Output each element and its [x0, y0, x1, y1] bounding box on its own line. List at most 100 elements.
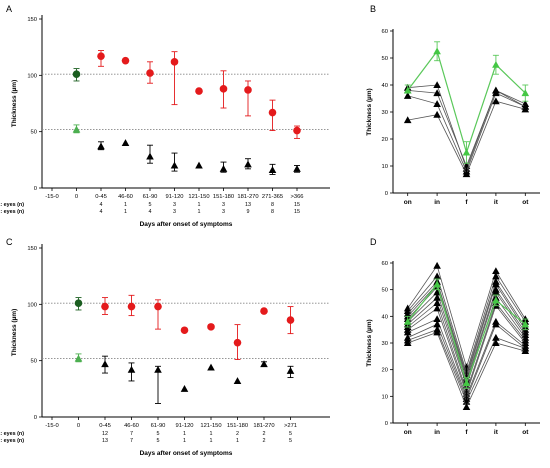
x-tick-label: it: [494, 429, 499, 436]
x-tick-label: f: [465, 429, 468, 436]
eyes-row-label: RNFL: eyes (n): [0, 202, 24, 208]
y-tick-label: 50: [31, 359, 37, 365]
circle-point: [127, 302, 136, 311]
y-tick-label: 30: [382, 110, 388, 116]
subject-point: [433, 328, 441, 336]
mean-point: [492, 60, 500, 68]
triangle-point: [121, 139, 130, 146]
y-tick-label: 0: [34, 186, 37, 192]
mean-point: [462, 379, 471, 387]
y-tick-label: 150: [27, 246, 37, 252]
x-tick-label: 151-180: [227, 423, 248, 429]
eyes-count: 5: [149, 202, 152, 208]
x-tick-label: -15-0: [45, 423, 59, 429]
subject-point: [433, 261, 441, 269]
triangle-point: [286, 367, 295, 374]
x-tick-label: >271: [284, 423, 297, 429]
eyes-count: 1: [210, 438, 213, 444]
x-tick-label: 46-60: [124, 423, 139, 429]
eyes-count: 8: [271, 202, 274, 208]
eyes-count: 2: [263, 431, 266, 437]
subject-point: [433, 89, 441, 97]
circle-point: [74, 299, 83, 308]
subject-line: [407, 264, 526, 369]
panel-letter: B: [370, 4, 376, 14]
panel-letter: A: [6, 4, 12, 14]
y-tick-label: 100: [27, 302, 37, 308]
triangle-point: [180, 385, 189, 392]
triangle-point: [127, 365, 136, 373]
eyes-row-label: GCLTI: eyes (n): [0, 209, 24, 215]
y-tick-label: 0: [385, 421, 388, 427]
mean-point: [521, 320, 530, 328]
eyes-count: 1: [198, 202, 201, 208]
eyes-count: 5: [289, 438, 292, 444]
circle-point: [268, 108, 277, 117]
subject-point: [403, 116, 412, 124]
x-tick-label: 181-270: [237, 194, 258, 200]
circle-point: [170, 58, 179, 66]
y-tick-label: 150: [27, 17, 37, 23]
eyes-count: 5: [157, 431, 160, 437]
circle-point: [180, 326, 189, 335]
eyes-count: 4: [100, 202, 103, 208]
eyes-count: 5: [157, 438, 160, 444]
subject-point: [433, 320, 441, 328]
eyes-count: 3: [173, 209, 176, 215]
y-tick-label: 60: [382, 261, 388, 267]
triangle-point: [219, 165, 228, 172]
x-tick-label: in: [434, 429, 440, 436]
y-axis-title: Thickness (µm): [11, 309, 18, 356]
eyes-count: 1: [183, 431, 186, 437]
eyes-count: 9: [247, 209, 250, 215]
circle-point: [121, 56, 130, 65]
x-axis-title: Days after onset of symptoms: [140, 450, 233, 457]
subject-point: [492, 89, 500, 97]
x-tick-label: 91-120: [165, 194, 183, 200]
x-tick-label: ot: [522, 199, 529, 206]
subject-point: [492, 267, 500, 275]
subject-point: [403, 328, 412, 336]
subject-point: [433, 81, 441, 89]
circle-point: [219, 85, 228, 93]
eyes-row-label: GCLTI: eyes (n): [0, 438, 24, 444]
triangle-point: [170, 161, 179, 169]
x-tick-label: ot: [522, 429, 529, 436]
eyes-count: 7: [130, 438, 133, 444]
subject-point: [492, 280, 500, 288]
circle-point: [146, 69, 154, 77]
circle-point: [293, 126, 301, 135]
subject-point: [433, 100, 441, 107]
x-tick-label: 271-365: [262, 194, 283, 200]
eyes-count: 1: [183, 438, 186, 444]
panel-letter: D: [370, 237, 377, 247]
y-axis-title: Thickness (µm): [11, 80, 18, 127]
eyes-count: 3: [222, 209, 225, 215]
x-tick-label: it: [494, 199, 499, 206]
eyes-row-label: RNFL: eyes (n): [0, 431, 24, 437]
y-axis-title: Thickness (µm): [366, 88, 373, 135]
triangle-point: [101, 360, 109, 368]
x-tick-label: 91-120: [175, 423, 193, 429]
eyes-count: 13: [245, 202, 251, 208]
mean-point: [521, 89, 530, 97]
x-tick-label: 151-180: [213, 194, 234, 200]
eyes-count: 3: [222, 202, 225, 208]
y-tick-label: 100: [27, 73, 37, 79]
x-tick-label: >366: [290, 194, 303, 200]
eyes-count: 4: [100, 209, 103, 215]
circle-point: [233, 338, 242, 347]
triangle-point: [268, 166, 277, 174]
circle-point: [286, 316, 295, 324]
circle-point: [260, 307, 268, 315]
subject-point: [403, 339, 412, 347]
x-tick-label: 121-150: [200, 423, 221, 429]
circle-point: [154, 302, 162, 311]
eyes-count: 1: [198, 209, 201, 215]
y-tick-label: 0: [385, 191, 388, 197]
x-tick-label: 181-270: [253, 423, 274, 429]
y-tick-label: 20: [382, 368, 388, 374]
triangle-point: [244, 160, 252, 168]
mean-point: [403, 317, 412, 325]
